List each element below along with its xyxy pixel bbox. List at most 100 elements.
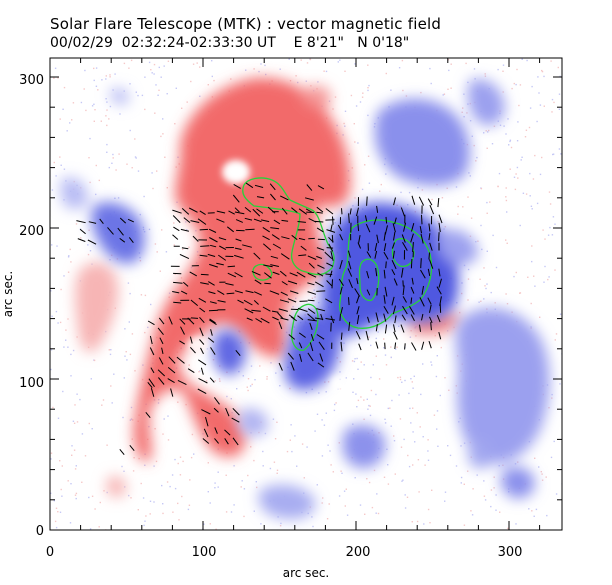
noise-speck (378, 378, 381, 380)
noise-speck (238, 370, 240, 373)
field-vector (87, 239, 97, 245)
noise-speck (144, 464, 146, 466)
noise-speck (255, 481, 257, 483)
field-vector (207, 337, 215, 343)
field-vector (326, 262, 334, 267)
noise-speck (262, 450, 264, 453)
noise-speck (486, 201, 488, 204)
noise-speck (250, 365, 253, 367)
field-vector (358, 343, 362, 351)
field-vector (358, 235, 361, 243)
noise-speck (101, 404, 103, 406)
field-vector (159, 337, 164, 345)
noise-speck (485, 287, 487, 290)
field-vector (234, 211, 245, 215)
noise-speck (288, 58, 290, 60)
noise-speck (488, 129, 490, 132)
field-vector (308, 217, 317, 223)
noise-speck (554, 223, 556, 225)
noise-speck (108, 166, 110, 169)
noise-speck (417, 186, 419, 189)
noise-speck (513, 275, 515, 278)
noise-speck (467, 103, 469, 105)
noise-speck (89, 181, 91, 184)
noise-speck (192, 63, 195, 65)
noise-speck (545, 476, 547, 478)
field-vector (366, 289, 371, 296)
figure-subtitle: 00/02/29 02:32:24-02:33:30 UT E 8'21" N … (50, 35, 410, 51)
field-vector (234, 207, 240, 213)
noise-speck (393, 435, 395, 437)
noise-speck (61, 495, 63, 497)
noise-speck (555, 493, 558, 495)
field-vector (219, 245, 227, 251)
noise-speck (276, 421, 278, 423)
field-vector (199, 327, 204, 337)
field-vector (77, 238, 86, 242)
noise-speck (84, 455, 87, 457)
noise-speck (499, 511, 501, 513)
field-vector (347, 250, 351, 258)
field-vector (199, 307, 206, 313)
noise-speck (515, 173, 517, 175)
noise-speck (105, 115, 107, 117)
field-vector (427, 297, 432, 305)
noise-speck (169, 485, 171, 488)
noise-speck (249, 385, 252, 387)
noise-speck (159, 270, 161, 272)
noise-speck (383, 338, 385, 340)
noise-speck (497, 68, 499, 71)
field-vector (213, 397, 220, 405)
field-vector (234, 247, 242, 250)
noise-speck (398, 394, 400, 396)
field-vector (273, 219, 281, 225)
noise-speck (205, 380, 208, 382)
field-vector (200, 282, 209, 285)
noise-speck (373, 126, 376, 128)
noise-speck (124, 355, 126, 357)
field-vector (202, 438, 210, 444)
noise-speck (128, 67, 130, 69)
field-vector (199, 210, 206, 216)
noise-speck (334, 403, 336, 406)
noise-speck (506, 242, 508, 244)
noise-speck (370, 389, 373, 392)
noise-speck (345, 377, 347, 379)
noise-speck (469, 120, 472, 122)
field-vector (210, 347, 216, 355)
field-vector (253, 252, 261, 260)
noise-speck (467, 299, 469, 301)
noise-speck (531, 260, 533, 263)
field-vector (262, 226, 270, 233)
noise-speck (143, 231, 146, 233)
noise-speck (416, 520, 419, 523)
noise-speck (119, 113, 121, 115)
noise-speck (153, 501, 155, 503)
noise-speck (384, 422, 387, 424)
noise-speck (73, 422, 76, 424)
noise-speck (233, 504, 235, 506)
noise-speck (69, 122, 71, 124)
noise-speck (420, 393, 422, 396)
noise-speck (130, 406, 133, 409)
noise-speck (374, 123, 376, 125)
noise-speck (353, 360, 356, 363)
noise-speck (118, 153, 120, 155)
noise-speck (65, 329, 67, 331)
noise-speck (471, 514, 474, 516)
noise-speck (344, 110, 347, 112)
noise-speck (230, 398, 232, 400)
field-vector (374, 242, 378, 252)
noise-speck (59, 156, 61, 158)
field-vector (356, 295, 360, 304)
field-vector (347, 268, 353, 277)
noise-speck (444, 500, 446, 502)
field-vector (307, 319, 317, 322)
noise-speck (88, 157, 90, 159)
noise-speck (407, 204, 409, 206)
noise-speck (59, 511, 62, 513)
noise-speck (390, 89, 392, 91)
field-vector (149, 347, 155, 356)
noise-speck (311, 516, 313, 518)
noise-speck (162, 433, 164, 435)
